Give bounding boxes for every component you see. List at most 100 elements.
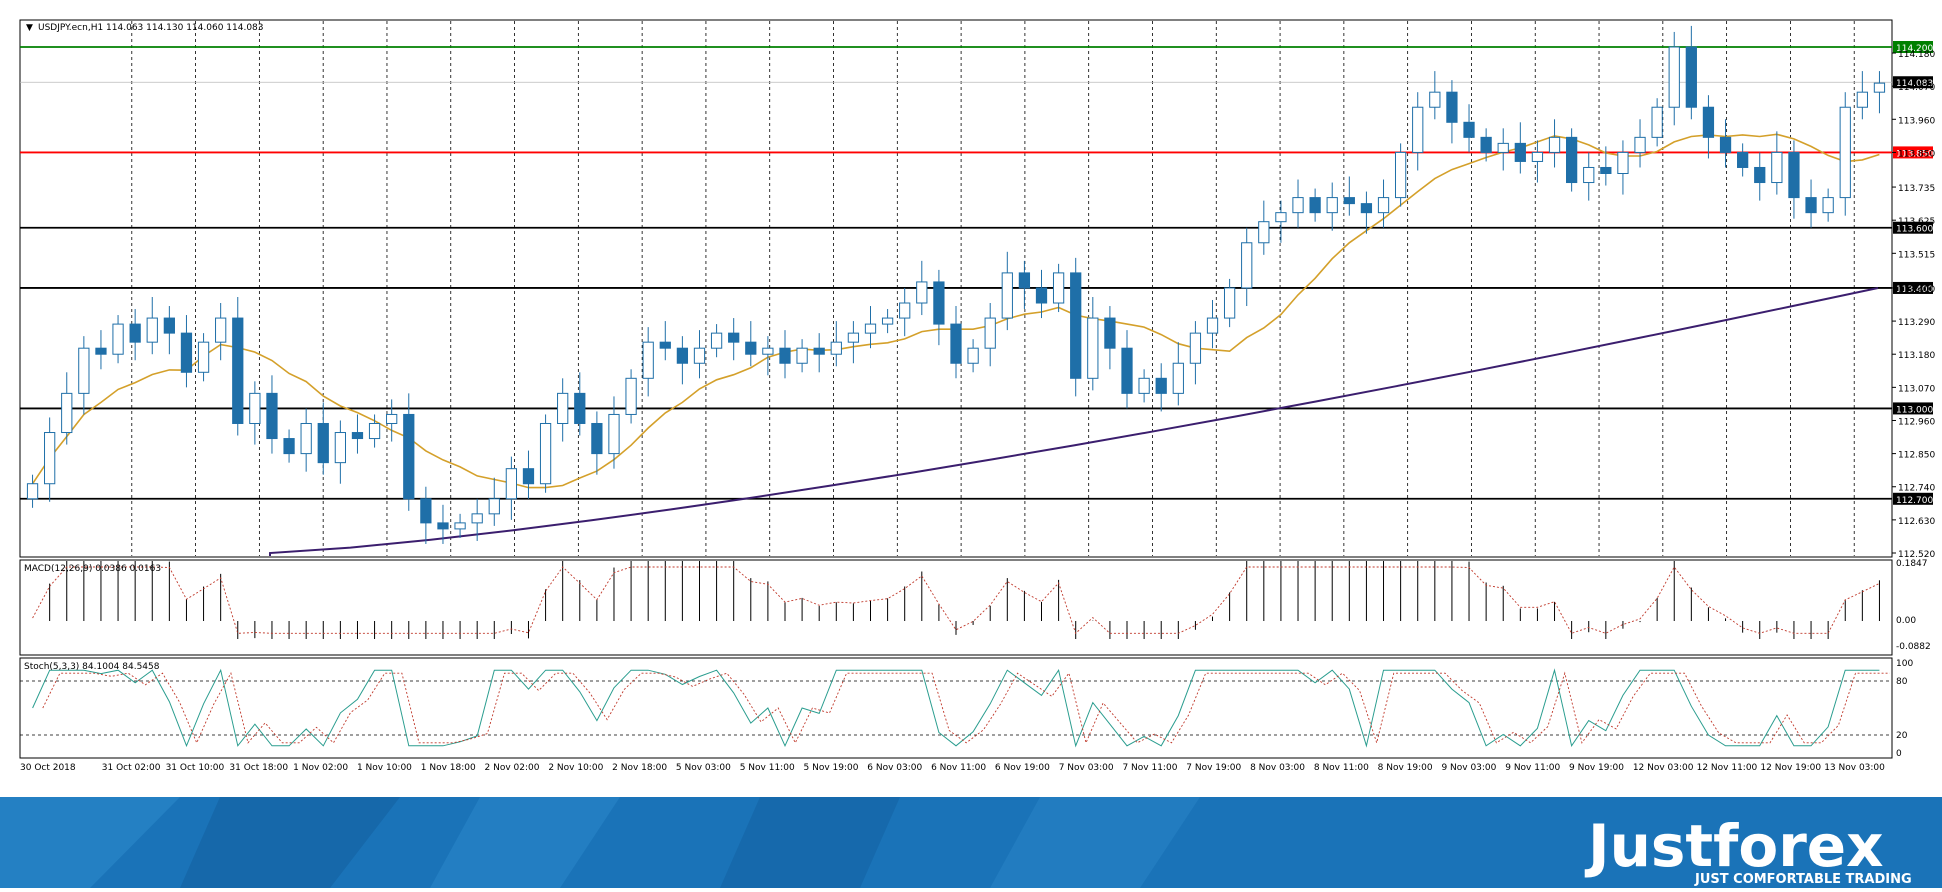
- time-label: 2 Nov 02:00: [485, 763, 540, 773]
- candle-body: [26, 483, 39, 500]
- time-label: 6 Nov 11:00: [931, 763, 986, 773]
- candles: [26, 25, 1886, 544]
- candle-body: [420, 498, 432, 524]
- candle-body: [471, 513, 483, 524]
- candle-body: [881, 317, 894, 325]
- candle-body: [1189, 332, 1202, 364]
- time-label: 8 Nov 19:00: [1378, 763, 1433, 773]
- candle-body: [625, 377, 637, 415]
- candle-body: [591, 422, 603, 455]
- candle-body: [1685, 46, 1697, 108]
- candle-body: [967, 347, 979, 364]
- candle-body: [1463, 121, 1475, 138]
- candle-body: [1104, 317, 1116, 349]
- price-tick-label: 112.960: [1898, 417, 1935, 427]
- candle-body: [1155, 377, 1167, 394]
- price-tick-label: 113.515: [1898, 250, 1935, 260]
- candle-body: [1206, 317, 1219, 334]
- candle-body: [1788, 151, 1800, 199]
- time-label: 6 Nov 19:00: [995, 763, 1050, 773]
- candle-body: [1035, 287, 1048, 304]
- candle-body: [437, 522, 449, 530]
- candle-body: [1600, 166, 1612, 175]
- time-label: 5 Nov 19:00: [804, 763, 859, 773]
- candle-body: [1241, 242, 1253, 289]
- level-label: 113.600: [1896, 225, 1933, 235]
- triangle-down-icon[interactable]: ▼: [26, 23, 33, 33]
- candle-body: [317, 422, 329, 464]
- macd-scale-label: 0.00: [1896, 616, 1916, 626]
- price-tick-label: 113.400: [1898, 285, 1935, 295]
- candle-body: [1429, 91, 1441, 108]
- candle-body: [1258, 221, 1270, 244]
- candle-body: [146, 317, 158, 343]
- candle-body: [1771, 151, 1783, 184]
- level-badge: [1893, 146, 1933, 159]
- price-tick-label: 113.180: [1898, 351, 1935, 361]
- candle-body: [1326, 197, 1338, 214]
- candle-body: [266, 392, 278, 440]
- price-tick-label: 114.070: [1898, 83, 1935, 93]
- candle-body: [1839, 106, 1851, 199]
- time-label: 13 Nov 03:00: [1824, 763, 1885, 773]
- brand-logo: Justforex: [1584, 812, 1884, 880]
- candle-body: [386, 413, 398, 424]
- candle-body: [163, 317, 175, 334]
- candle-body: [813, 347, 825, 355]
- candle-body: [180, 332, 193, 373]
- candle-body: [368, 422, 381, 440]
- time-label: 31 Oct 02:00: [102, 763, 161, 773]
- candle-body: [864, 323, 877, 334]
- candle-body: [693, 347, 706, 364]
- price-tick-label: 113.070: [1898, 384, 1935, 394]
- candle-body: [112, 323, 124, 355]
- time-label: 5 Nov 11:00: [740, 763, 795, 773]
- candle-body: [1394, 151, 1407, 199]
- time-label: 31 Oct 18:00: [229, 763, 288, 773]
- time-label: 6 Nov 03:00: [867, 763, 922, 773]
- level-label: 113.400: [1896, 285, 1933, 295]
- candle-body: [215, 317, 227, 343]
- candle-body: [505, 468, 518, 500]
- stoch-signal-line: [42, 671, 1890, 745]
- candle-body: [539, 422, 552, 485]
- time-label: 5 Nov 03:00: [676, 763, 731, 773]
- candle-body: [762, 347, 774, 355]
- time-label: 7 Nov 11:00: [1122, 763, 1177, 773]
- candle-body: [1531, 151, 1544, 162]
- candle-body: [1001, 272, 1013, 319]
- candle-body: [522, 468, 535, 485]
- candle-body: [1737, 151, 1749, 168]
- level-label: 113.000: [1896, 405, 1933, 415]
- time-label: 8 Nov 11:00: [1314, 763, 1369, 773]
- candle-body: [44, 432, 56, 485]
- level-label: 112.700: [1896, 496, 1933, 506]
- level-badge: [1893, 76, 1933, 89]
- stoch-main-line: [32, 668, 1880, 748]
- price-tick-label: 112.740: [1898, 484, 1935, 494]
- candle-body: [608, 413, 620, 455]
- price-tick-label: 113.960: [1898, 116, 1935, 126]
- time-label: 9 Nov 03:00: [1441, 763, 1496, 773]
- candle-body: [78, 347, 90, 394]
- level-label: 113.850: [1896, 149, 1933, 159]
- candle-body: [197, 341, 210, 373]
- macd-scale-label: -0.0882: [1896, 642, 1931, 652]
- candle-body: [1651, 106, 1663, 138]
- candle-body: [1377, 197, 1390, 214]
- stoch-scale-label: 0: [1896, 749, 1902, 759]
- candle-body: [1583, 166, 1595, 184]
- candle-body: [950, 323, 962, 364]
- time-axis: 30 Oct 2018 31 Oct 02:00 31 Oct 10:00 31 Oc…: [20, 763, 1885, 773]
- time-label: 30 Oct 2018: [20, 763, 76, 773]
- brand-tagline: JUST COMFORTABLE TRADING: [1694, 872, 1912, 887]
- candle-body: [1617, 151, 1629, 175]
- price-axis: 114.200 114.083 113.850 113.600 113.400 113.0…: [1892, 41, 1935, 560]
- macd-histogram: [32, 561, 1880, 639]
- time-label: 1 Nov 18:00: [421, 763, 476, 773]
- candle-body: [1668, 46, 1680, 108]
- time-label: 8 Nov 03:00: [1250, 763, 1305, 773]
- candle-body: [300, 422, 312, 455]
